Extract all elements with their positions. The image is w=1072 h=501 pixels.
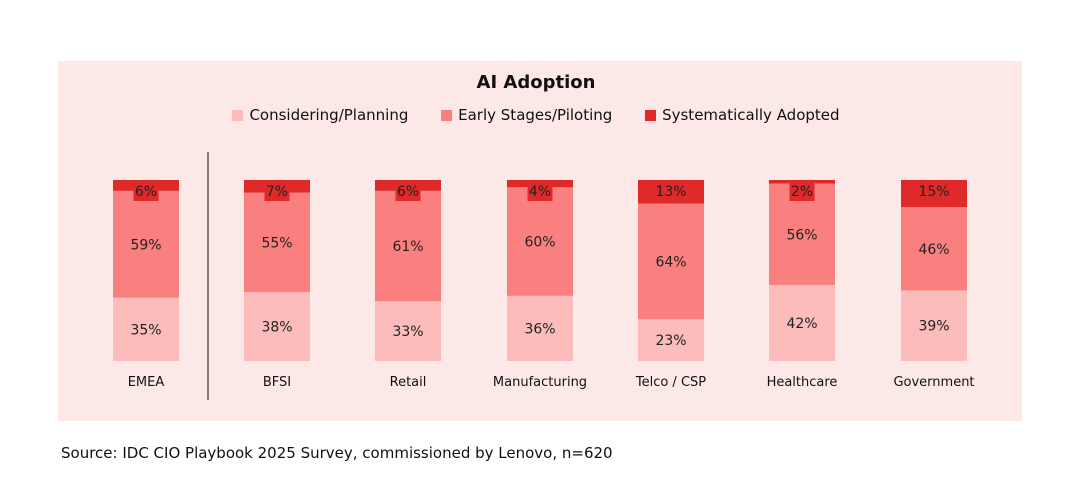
bar-piloting-1 — [244, 192, 310, 293]
category-label-4: Telco / CSP — [635, 375, 706, 390]
bar-considering-4 — [638, 319, 704, 361]
data-label-considering-5: 42% — [786, 316, 817, 332]
data-label-considering-0: 35% — [130, 322, 161, 338]
legend-item-piloting: Early Stages/Piloting — [441, 106, 612, 124]
legend-label-considering: Considering/Planning — [249, 106, 409, 124]
legend-swatch-piloting — [441, 109, 453, 121]
category-label-0: EMEA — [128, 375, 165, 390]
bar-piloting-2 — [375, 190, 441, 302]
data-label-bg-5 — [789, 182, 815, 201]
data-label-considering-3: 36% — [524, 321, 555, 337]
legend-item-adopted: Systematically Adopted — [645, 106, 840, 124]
bar-piloting-3 — [507, 187, 573, 296]
data-label-considering-1: 38% — [261, 320, 292, 336]
source-note: Source: IDC CIO Playbook 2025 Survey, co… — [61, 444, 613, 462]
data-label-bg-6 — [917, 182, 951, 201]
bar-considering-0 — [113, 297, 179, 361]
category-label-1: BFSI — [263, 375, 291, 390]
data-label-considering-4: 23% — [655, 333, 686, 349]
bar-considering-2 — [375, 301, 441, 361]
data-label-piloting-5: 56% — [786, 227, 817, 243]
data-label-piloting-6: 46% — [918, 242, 949, 258]
legend-label-piloting: Early Stages/Piloting — [458, 106, 613, 124]
category-label-2: Retail — [390, 375, 427, 390]
data-label-adopted-1: 7% — [266, 184, 288, 200]
bar-considering-6 — [901, 290, 967, 361]
legend-swatch-adopted — [645, 109, 657, 121]
data-label-bg-1 — [264, 182, 290, 201]
data-label-bg-3 — [527, 182, 553, 201]
data-label-considering-2: 33% — [392, 324, 423, 340]
data-label-adopted-0: 6% — [135, 184, 157, 200]
data-label-adopted-6: 15% — [918, 184, 949, 200]
data-label-considering-6: 39% — [918, 319, 949, 335]
bar-considering-1 — [244, 292, 310, 361]
bar-adopted-5 — [769, 180, 835, 184]
category-label-5: Healthcare — [767, 375, 838, 390]
data-label-piloting-0: 59% — [130, 237, 161, 253]
data-label-bg-4 — [654, 182, 688, 201]
category-label-3: Manufacturing — [493, 375, 587, 390]
legend: Considering/Planning Early Stages/Piloti… — [0, 106, 1072, 125]
data-label-adopted-3: 4% — [529, 184, 551, 200]
data-label-piloting-2: 61% — [392, 239, 423, 255]
bar-considering-3 — [507, 295, 573, 361]
data-label-adopted-5: 2% — [791, 184, 813, 200]
bar-piloting-6 — [901, 207, 967, 291]
legend-item-considering: Considering/Planning — [232, 106, 408, 124]
data-label-bg-0 — [133, 182, 159, 201]
data-label-piloting-3: 60% — [524, 235, 555, 251]
data-label-adopted-2: 6% — [397, 184, 419, 200]
bar-considering-5 — [769, 284, 835, 361]
data-label-piloting-1: 55% — [261, 235, 292, 251]
category-label-6: Government — [893, 375, 974, 390]
data-label-adopted-4: 13% — [655, 184, 686, 200]
legend-swatch-considering — [232, 109, 244, 121]
legend-label-adopted: Systematically Adopted — [662, 106, 840, 124]
bar-piloting-0 — [113, 190, 179, 298]
data-label-bg-2 — [395, 182, 421, 201]
data-label-piloting-4: 64% — [655, 254, 686, 270]
bar-piloting-4 — [638, 203, 704, 320]
chart-title: AI Adoption — [476, 72, 596, 93]
